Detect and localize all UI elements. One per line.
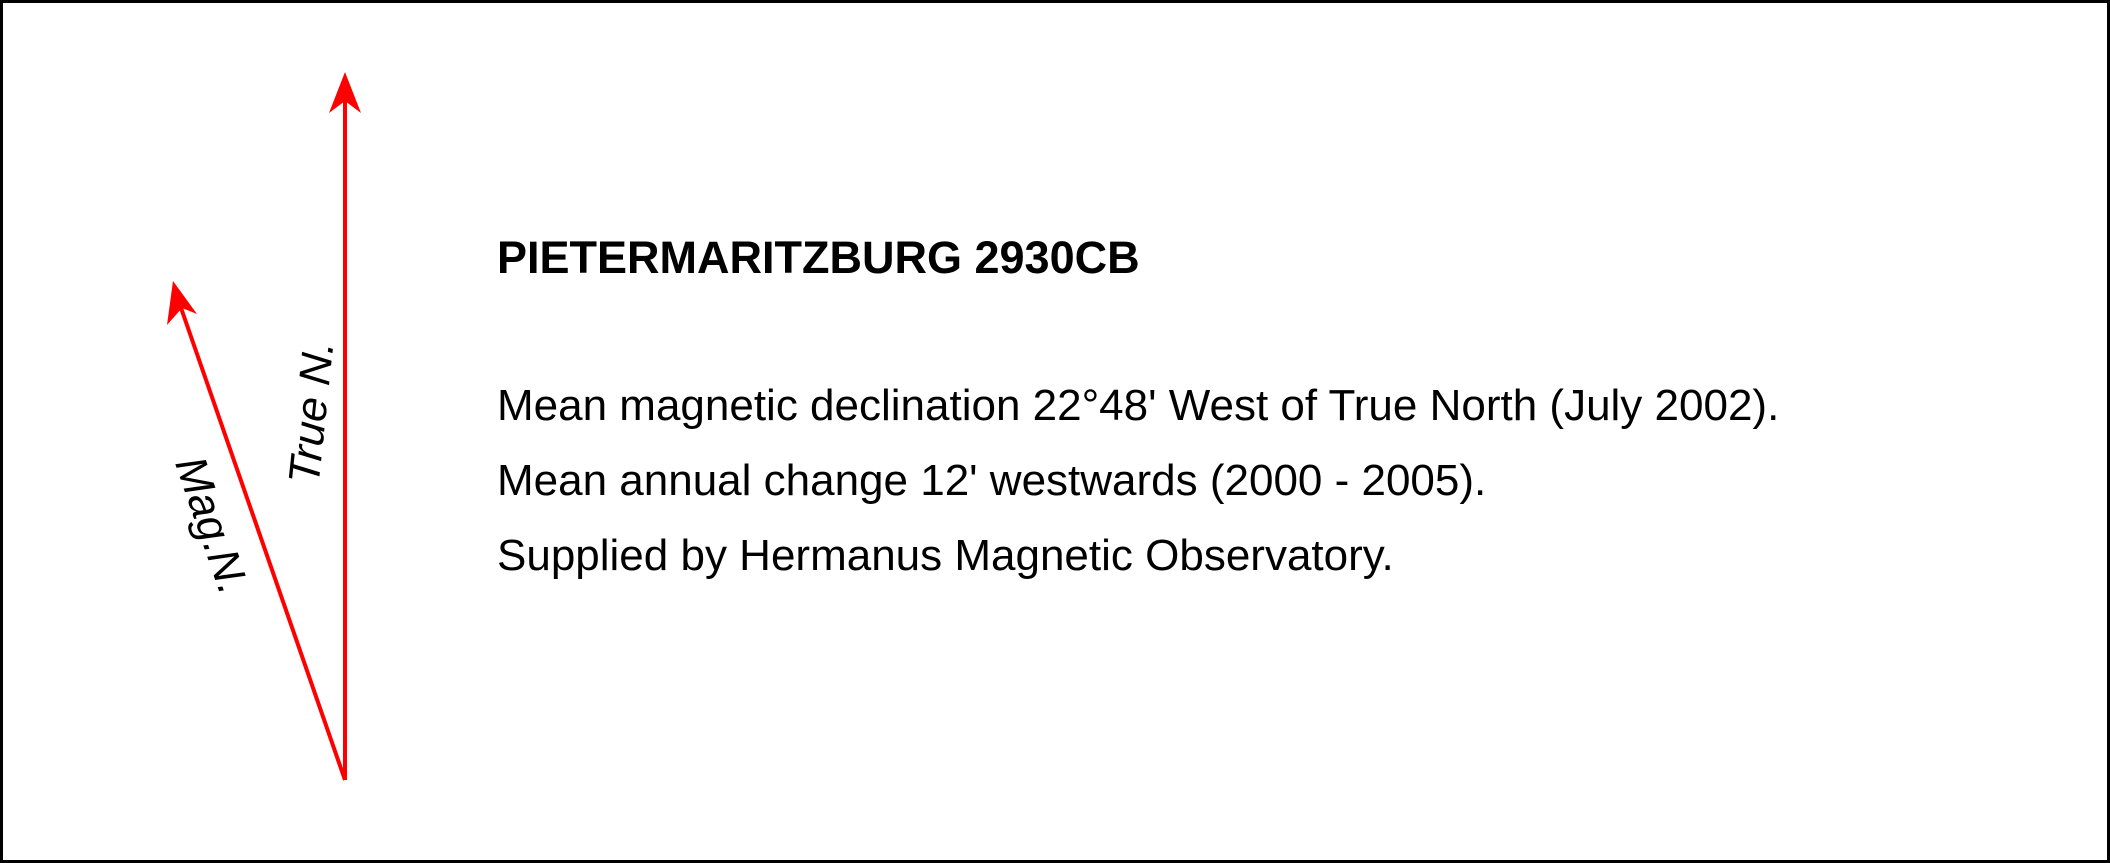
source-note: Supplied by Hermanus Magnetic Observator… bbox=[497, 531, 1394, 580]
magnetic-north-arrow-shaft bbox=[178, 304, 347, 781]
true-north-arrowhead bbox=[329, 72, 361, 113]
magnetic-north-label: Mag.N. bbox=[165, 450, 258, 600]
annual-change-note: Mean annual change 12' westwards (2000 -… bbox=[497, 456, 1487, 505]
map-info-block: PIETERMARITZBURG 2930CB Mean magnetic de… bbox=[497, 228, 1779, 593]
magnetic-north-arrowhead bbox=[167, 281, 197, 325]
magnetic-north-arrow bbox=[167, 281, 347, 781]
map-sheet-title: PIETERMARITZBURG 2930CB bbox=[497, 232, 1140, 283]
true-north-arrow bbox=[329, 72, 361, 780]
declination-note: Mean magnetic declination 22°48' West of… bbox=[497, 381, 1780, 430]
true-north-label: True N. bbox=[280, 339, 344, 487]
